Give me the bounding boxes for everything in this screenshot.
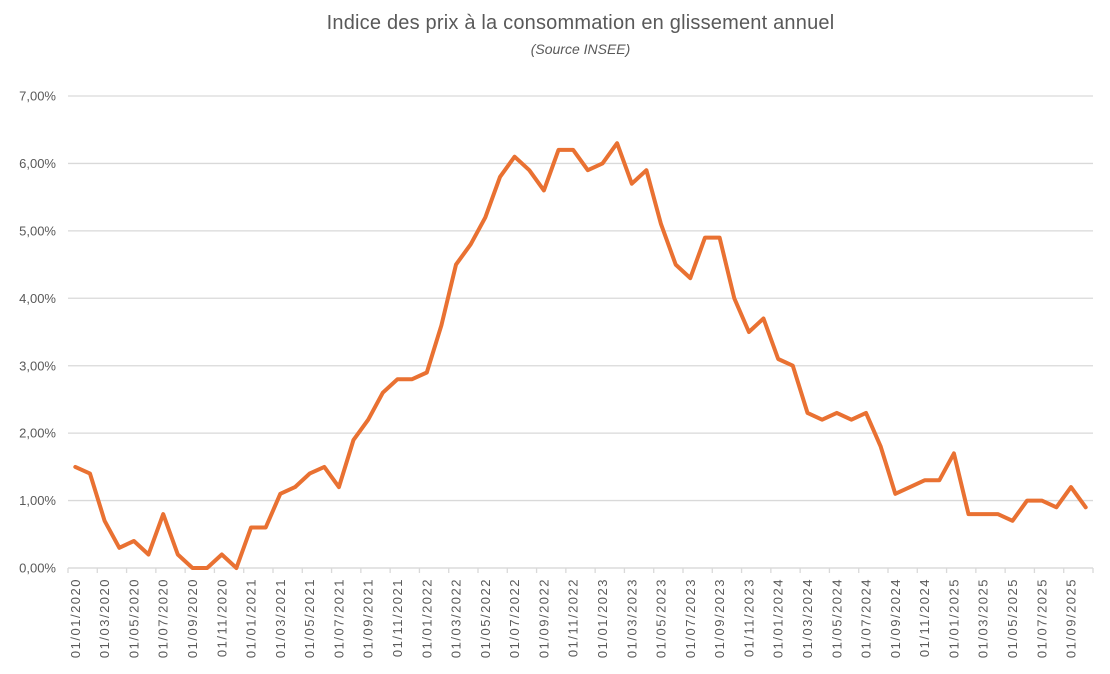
- x-axis-label: 01/11/2024: [917, 578, 932, 657]
- x-axis-label: 01/05/2022: [478, 578, 493, 658]
- x-axis-label: 01/11/2021: [390, 578, 405, 657]
- x-axis-label: 01/09/2021: [361, 578, 376, 658]
- x-axis-label: 01/07/2023: [683, 578, 698, 658]
- x-axis-label: 01/05/2025: [1005, 578, 1020, 658]
- x-axis-label: 01/01/2020: [68, 578, 83, 658]
- y-axis-label: 0,00%: [19, 561, 56, 576]
- x-axis-label: 01/01/2024: [771, 578, 786, 658]
- y-axis-label: 2,00%: [19, 426, 56, 441]
- x-axis-label: 01/07/2020: [156, 578, 171, 658]
- x-axis-label: 01/11/2022: [566, 578, 581, 657]
- y-axis-label: 5,00%: [19, 223, 56, 238]
- y-axis-label: 4,00%: [19, 291, 56, 306]
- x-axis-label: 01/09/2022: [536, 578, 551, 658]
- x-axis-label: 01/03/2020: [97, 578, 112, 658]
- x-axis-label: 01/09/2025: [1064, 578, 1079, 658]
- x-axis-label: 01/11/2023: [741, 578, 756, 657]
- x-axis-label: 01/05/2021: [302, 578, 317, 658]
- y-axis-label: 6,00%: [19, 156, 56, 171]
- x-axis-label: 01/03/2021: [273, 578, 288, 658]
- x-axis-label: 01/09/2023: [712, 578, 727, 658]
- x-axis-label: 01/11/2020: [214, 578, 229, 657]
- x-axis-label: 01/05/2024: [829, 578, 844, 658]
- x-axis-label: 01/03/2022: [449, 578, 464, 658]
- y-axis-label: 1,00%: [19, 493, 56, 508]
- x-axis-label: 01/03/2024: [800, 578, 815, 658]
- x-axis-label: 01/01/2021: [244, 578, 259, 658]
- x-axis-label: 01/07/2022: [507, 578, 522, 658]
- y-axis-label: 3,00%: [19, 358, 56, 373]
- x-axis-label: 01/01/2025: [946, 578, 961, 658]
- x-axis-label: 01/09/2020: [185, 578, 200, 658]
- x-axis-label: 01/07/2025: [1034, 578, 1049, 658]
- x-axis-label: 01/01/2023: [595, 578, 610, 658]
- x-axis-label: 01/05/2023: [654, 578, 669, 658]
- x-axis-label: 01/03/2025: [976, 578, 991, 658]
- x-axis-label: 01/09/2024: [888, 578, 903, 658]
- x-axis-label: 01/03/2023: [624, 578, 639, 658]
- series-line: [73, 141, 1088, 570]
- x-axis-label: 01/01/2022: [419, 578, 434, 658]
- x-axis-label: 01/07/2024: [859, 578, 874, 658]
- x-axis-label: 01/07/2021: [331, 578, 346, 658]
- y-axis-label: 7,00%: [19, 89, 56, 104]
- x-axis-label: 01/05/2020: [126, 578, 141, 658]
